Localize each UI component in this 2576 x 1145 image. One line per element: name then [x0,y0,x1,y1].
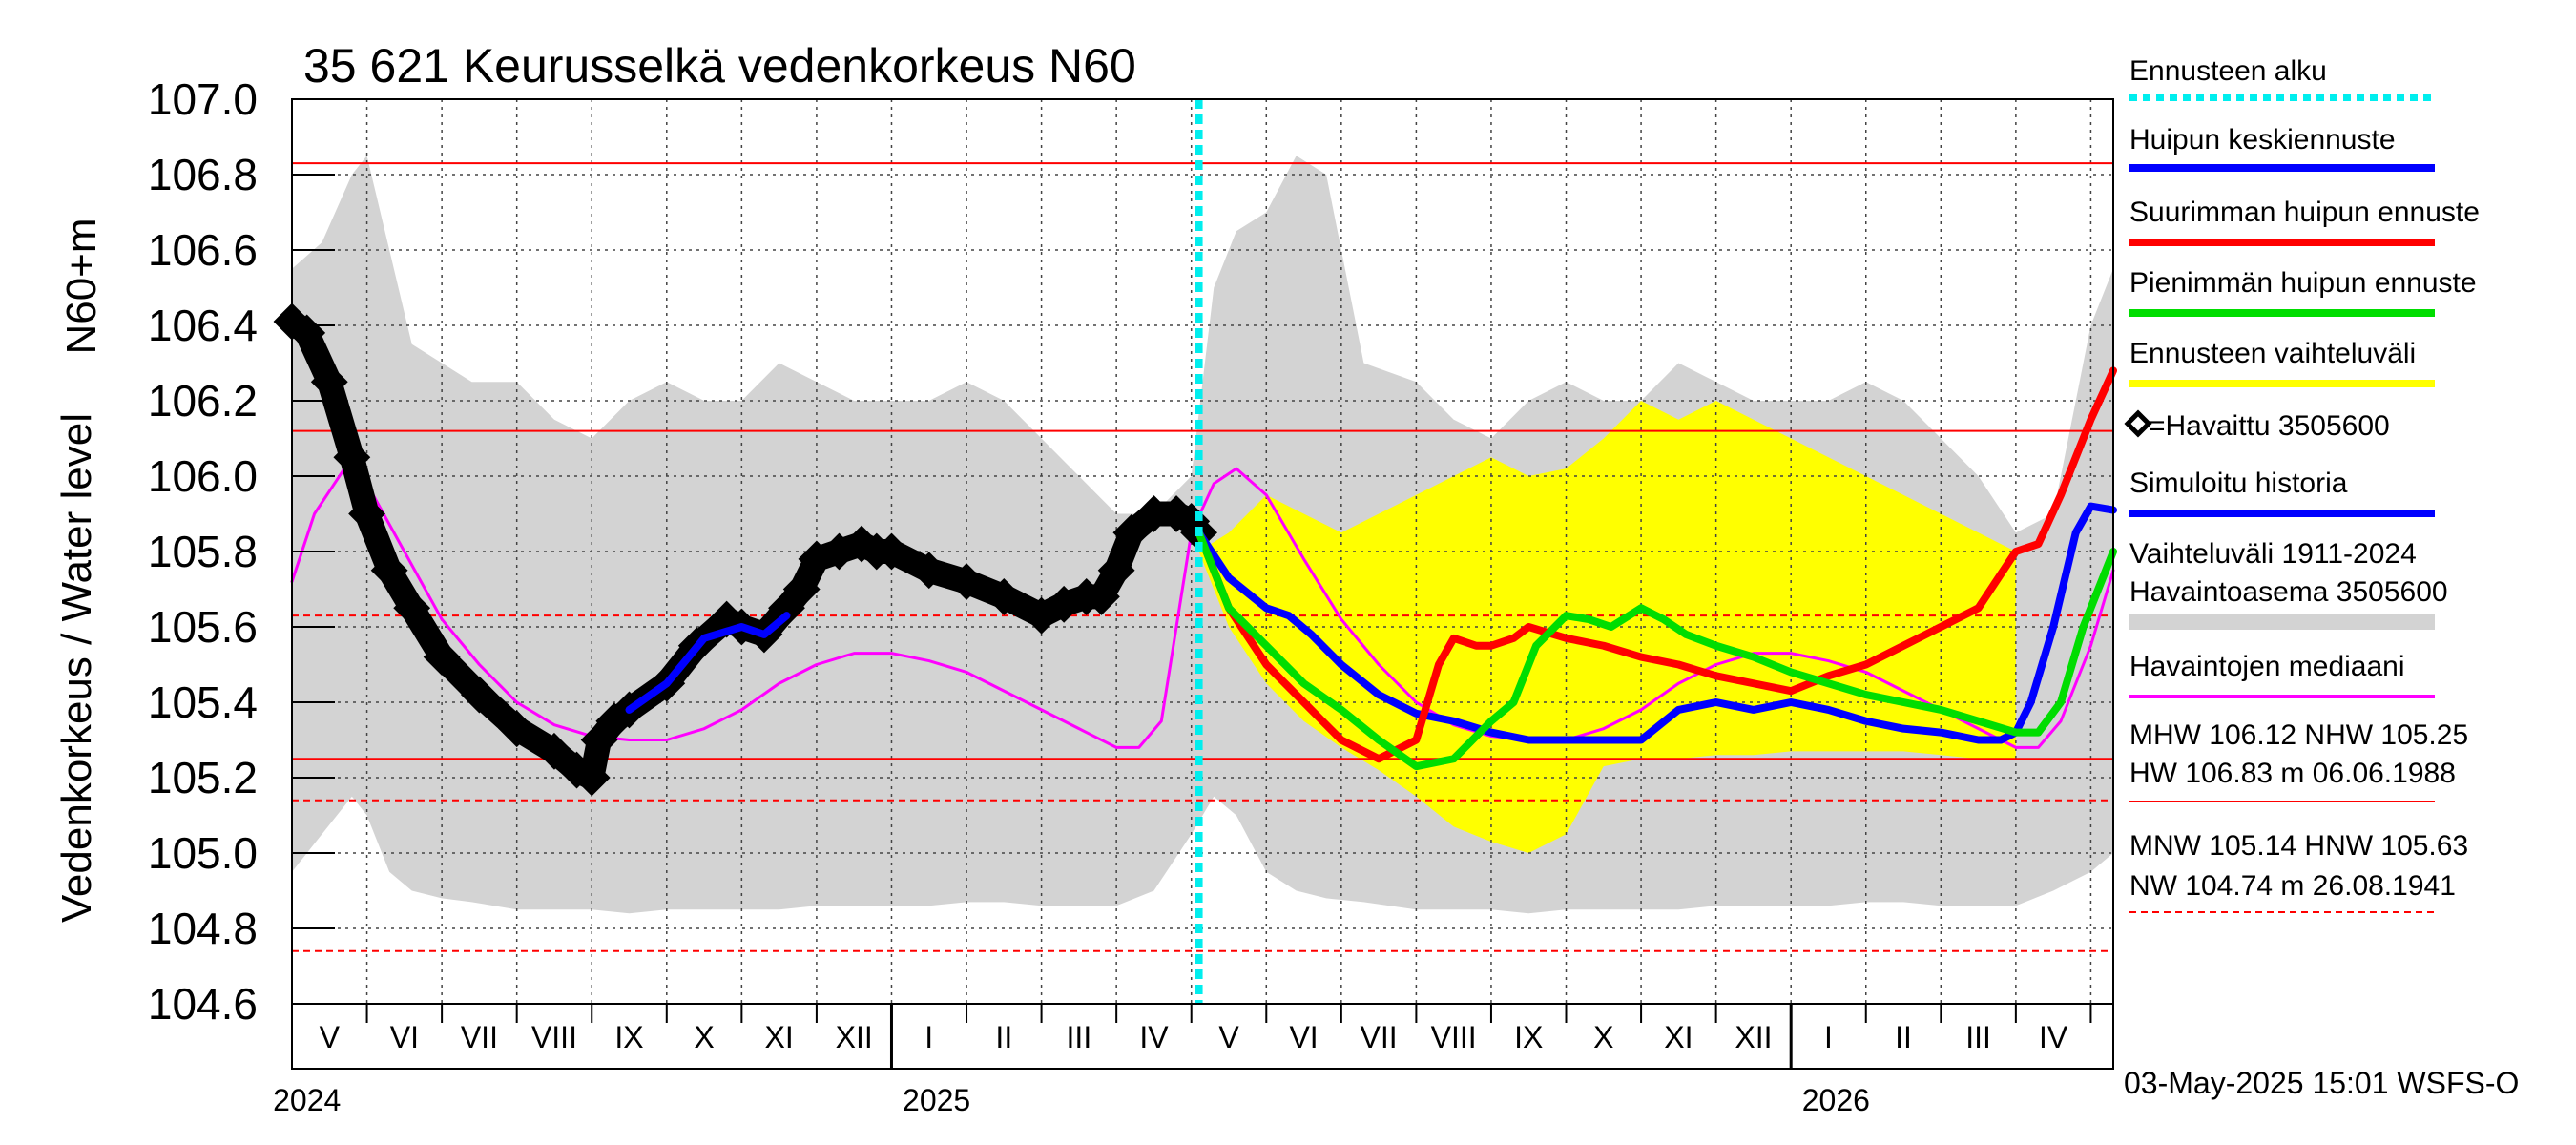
observed-point [782,571,821,608]
observed-point [288,314,326,352]
month-label: II [1895,1020,1912,1054]
observed-point [498,710,536,748]
month-label: I [1824,1020,1833,1054]
observed-point [1097,552,1135,590]
y-axis-label: Vedenkorkeus / Water level [53,413,100,923]
footer-timestamp: 03-May-2025 15:01 WSFS-O [2124,1066,2519,1100]
legend-label: Simuloitu historia [2129,468,2348,499]
axes: 107.0 106.8 106.6 106.4 106.2 106.0 105.8 105.6… [148,74,2113,1117]
observed-point [873,532,910,571]
y-tick-label: 105.8 [148,527,258,576]
legend-label: NW 104.74 m 26.08.1941 [2129,870,2456,902]
y-tick-label: 106.6 [148,225,258,275]
observed-point [310,363,348,401]
year-label: 2025 [903,1083,970,1117]
month-label: X [1593,1020,1613,1054]
month-label: VII [1361,1020,1398,1054]
y-tick-label: 105.2 [148,753,258,802]
observed-point [423,638,461,677]
y-tick-label: 105.4 [148,677,258,727]
observed-point [348,495,385,532]
observed-point [333,438,371,476]
legend-label: Vaihteluväli 1911-2024 [2129,538,2417,570]
observed-point [535,732,573,770]
observed-point [460,676,498,714]
series-line-5 [1195,529,2117,771]
observed-point [572,759,611,797]
month-label: X [694,1020,714,1054]
series-line-4 [1195,366,2117,763]
observed-point [393,589,431,627]
series-line-3 [1195,502,2117,744]
y-tick-label: 105.6 [148,602,258,652]
observed-point [985,577,1023,615]
legend-label: =Havaittu 3505600 [2149,410,2390,442]
series-line-2 [625,612,791,714]
observed-point [1083,577,1120,615]
month-label: VI [1289,1020,1318,1054]
y-axis-label-unit: N60+m [58,218,105,354]
month-label: VI [390,1020,419,1054]
month-label: XII [1735,1020,1772,1054]
month-label: II [995,1020,1012,1054]
legend: Ennusteen alku Huipun keskiennuste Suurimm… [2124,55,2480,913]
year-label: 2024 [273,1083,341,1117]
month-label: IX [1514,1020,1543,1054]
y-tick-label: 106.4 [148,301,258,350]
y-tick-label: 105.0 [148,828,258,878]
legend-marker-observed [2124,409,2152,438]
y-tick-label: 107.0 [148,74,258,124]
month-label: IX [614,1020,643,1054]
y-tick-label: 106.8 [148,150,258,199]
legend-label: Suurimman huipun ennuste [2129,197,2480,228]
observed-point [1112,513,1151,552]
month-label: I [924,1020,933,1054]
legend-label: Pienimmän huipun ennuste [2129,267,2477,299]
month-label: IV [1139,1020,1169,1054]
plot-frame [291,98,2114,1070]
legend-label: MNW 105.14 HNW 105.63 [2129,830,2468,862]
month-label: XII [836,1020,873,1054]
y-tick-label: 104.8 [148,904,258,953]
month-label: VIII [1431,1020,1477,1054]
month-label: V [1218,1020,1239,1054]
legend-label: Havaintoasema 3505600 [2129,576,2448,608]
y-tick-label: 104.6 [148,979,258,1029]
legend-label: HW 106.83 m 06.06.1988 [2129,758,2456,789]
y-tick-label: 106.2 [148,376,258,426]
year-label: 2026 [1802,1083,1870,1117]
legend-label: Huipun keskiennuste [2129,124,2396,156]
month-label: XI [1664,1020,1693,1054]
y-tick-label: 106.0 [148,451,258,501]
observed-point [370,552,408,590]
observed-point [910,552,948,590]
chart-title: 35 621 Keurusselkä vedenkorkeus N60 [303,39,1136,93]
legend-label: Ennusteen alku [2129,55,2327,87]
legend-label: MHW 106.12 NHW 105.25 [2129,719,2468,751]
month-label: VIII [531,1020,577,1054]
month-label: III [1965,1020,1991,1054]
month-label: V [320,1020,341,1054]
legend-label: Ennusteen vaihteluväli [2129,338,2416,369]
series-lines [273,302,2117,797]
month-label: XI [765,1020,794,1054]
month-label: IV [2039,1020,2068,1054]
legend-label: Havaintojen mediaani [2129,651,2405,682]
month-label: VII [461,1020,498,1054]
month-label: III [1067,1020,1092,1054]
observed-point [947,563,986,601]
